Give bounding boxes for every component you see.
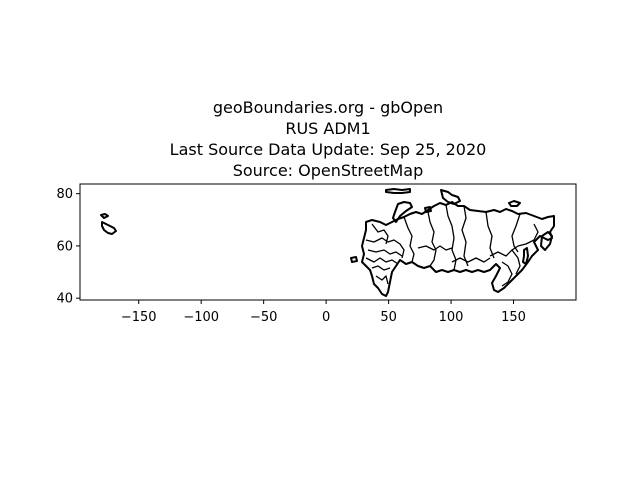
boundary-yakutia-west — [485, 211, 495, 259]
boundary-central-grid-1 — [367, 249, 403, 257]
boundary-magadan — [517, 223, 539, 247]
kaliningrad-outline — [350, 256, 358, 263]
title-line-country-level: RUS ADM1 — [285, 119, 370, 138]
x-tick-label: −150 — [121, 310, 157, 325]
x-tick-label: 150 — [501, 310, 526, 325]
sakhalin-outline — [522, 247, 529, 265]
title-line-source-site: geoBoundaries.org - gbOpen — [213, 98, 443, 117]
boundary-yamal-khanty — [417, 245, 453, 251]
boundary-yakutia-east — [511, 213, 521, 253]
wrangel-island-fragment — [100, 213, 109, 219]
novaya-zemlya-outline — [392, 201, 413, 223]
boundary-central-grid-4 — [375, 275, 389, 285]
boundary-layer — [100, 188, 555, 297]
internal-admin-boundaries — [365, 204, 539, 287]
x-tick-label: −50 — [250, 310, 277, 325]
title-line-update-date: Last Source Data Update: Sep 25, 2020 — [170, 140, 487, 159]
y-tick-label: 60 — [56, 239, 73, 254]
new-siberian-islands-outline — [508, 200, 521, 207]
chukotka-west-fragment — [101, 221, 117, 235]
boundary-urals — [427, 211, 437, 267]
boundary-central-grid-2 — [365, 257, 399, 265]
y-tick-label: 40 — [56, 292, 73, 307]
boundary-western-districts — [365, 237, 405, 259]
x-tick-label: −100 — [183, 310, 219, 325]
map-title: geoBoundaries.org - gbOpen RUS ADM1 Last… — [170, 98, 487, 180]
boundary-central-grid-3 — [371, 265, 391, 271]
boundary-khabarovsk — [511, 249, 521, 275]
boundary-krasnoyarsk-east — [461, 205, 469, 267]
franz-josef-land-outline — [385, 188, 411, 194]
boundary-komi — [403, 216, 415, 263]
boundary-far-east-south — [501, 261, 513, 287]
title-line-data-source: Source: OpenStreetMap — [233, 161, 424, 180]
boundary-yakutia-south — [489, 245, 519, 257]
x-tick-label: 0 — [322, 310, 330, 325]
x-axis: −150 −100 −50 0 50 100 150 — [121, 300, 526, 325]
x-tick-label: 50 — [380, 310, 397, 325]
boundary-northwest — [371, 223, 389, 245]
plot-frame — [79, 183, 577, 301]
kamchatka-outline — [540, 231, 553, 251]
russia-mainland-outline — [361, 201, 555, 297]
y-axis: 40 60 80 — [56, 187, 80, 307]
y-tick-label: 80 — [56, 187, 73, 202]
x-tick-label: 100 — [439, 310, 464, 325]
boundary-south-siberia — [451, 257, 491, 263]
severnaya-zemlya-outline — [440, 189, 461, 205]
